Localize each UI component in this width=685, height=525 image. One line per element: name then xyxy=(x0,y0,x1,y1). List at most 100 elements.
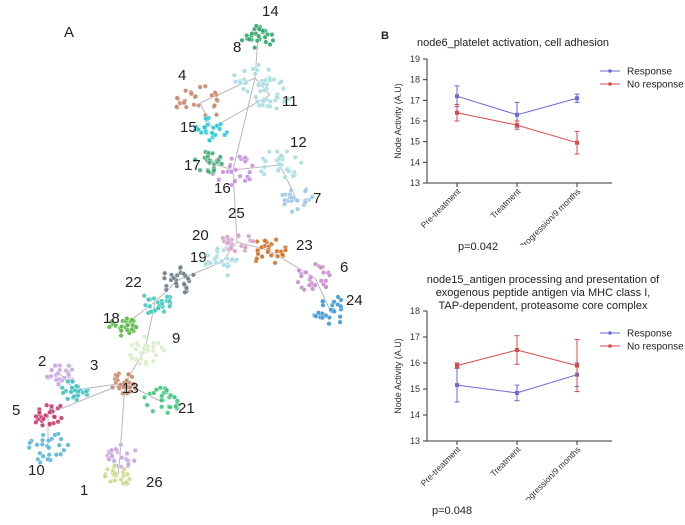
cluster-2 xyxy=(44,362,75,388)
cluster-node xyxy=(218,258,224,264)
cluster-node xyxy=(151,296,157,302)
cluster-node xyxy=(114,373,120,379)
cluster-node xyxy=(232,79,238,85)
y-tick-label: 16 xyxy=(410,116,420,126)
cluster-node xyxy=(57,362,63,368)
cluster-node xyxy=(108,447,114,453)
cluster-node xyxy=(158,397,164,403)
legend-marker-no-response xyxy=(608,344,612,348)
cluster-node xyxy=(124,316,130,322)
cluster-node xyxy=(52,432,58,438)
cluster-15 xyxy=(192,115,230,143)
cluster-node xyxy=(214,112,220,118)
cluster-node xyxy=(190,272,196,278)
cluster-node xyxy=(173,280,179,286)
y-tick-label: 17 xyxy=(410,95,420,105)
cluster-node xyxy=(237,79,243,85)
cluster-5 xyxy=(33,402,64,428)
cluster-network-graph: 12 34567891011121314151617181920212223242… xyxy=(12,3,363,499)
cluster-node xyxy=(286,96,292,102)
y-tick-label: 17 xyxy=(410,332,420,342)
cluster-3 xyxy=(59,378,90,403)
cluster-node xyxy=(137,361,143,367)
cluster-label-7: 7 xyxy=(313,190,321,207)
cluster-node xyxy=(60,390,66,396)
cluster-node xyxy=(53,377,59,383)
cluster-node xyxy=(150,408,156,414)
cluster-node xyxy=(217,154,223,160)
cluster-node xyxy=(63,368,69,374)
cluster-26 xyxy=(102,463,132,487)
cluster-node xyxy=(112,478,118,484)
cluster-node xyxy=(181,100,187,106)
cluster-node xyxy=(274,149,280,155)
cluster-node xyxy=(224,264,230,270)
cluster-node xyxy=(253,23,259,29)
cluster-node xyxy=(59,378,65,384)
cluster-node xyxy=(275,167,281,173)
cluster-node xyxy=(310,286,316,292)
cluster-17 xyxy=(192,149,225,175)
cluster-node xyxy=(205,168,211,174)
legend-label-no-response: No response xyxy=(627,342,684,353)
cluster-node xyxy=(83,389,89,395)
cluster-node xyxy=(150,340,156,346)
cluster-node xyxy=(44,374,50,380)
cluster-node xyxy=(132,447,138,453)
cluster-node xyxy=(109,318,115,324)
cluster-1 xyxy=(104,442,138,470)
cluster-11 xyxy=(253,77,292,111)
x-tick-label: Treatment xyxy=(488,186,523,221)
cluster-node xyxy=(231,72,237,78)
cluster-node xyxy=(141,293,147,299)
cluster-22 xyxy=(141,293,173,316)
cluster-node xyxy=(295,198,301,204)
cluster-node xyxy=(273,237,279,243)
cluster-node xyxy=(143,359,149,365)
cluster-node xyxy=(181,281,187,287)
cluster-node xyxy=(232,248,238,254)
network-edge xyxy=(232,77,256,171)
cluster-node xyxy=(212,90,218,96)
cluster-node xyxy=(302,199,308,205)
cluster-node xyxy=(249,163,255,169)
y-tick-label: 18 xyxy=(410,306,420,316)
cluster-label-13: 13 xyxy=(122,380,139,397)
cluster-node xyxy=(320,315,326,321)
cluster-node xyxy=(113,446,119,452)
cluster-node xyxy=(242,155,248,161)
cluster-node xyxy=(183,104,189,110)
cluster-node xyxy=(219,161,225,167)
cluster-node xyxy=(292,154,298,160)
data-point xyxy=(455,363,459,368)
cluster-node xyxy=(171,275,177,281)
cluster-node xyxy=(66,371,72,377)
cluster-node xyxy=(249,31,255,37)
cluster-node xyxy=(147,391,153,397)
cluster-node xyxy=(301,287,307,293)
cluster-node xyxy=(229,256,235,262)
cluster-label-10: 10 xyxy=(28,462,45,479)
cluster-node xyxy=(52,414,58,420)
chart1-title: node6_platelet activation, cell adhesion xyxy=(416,37,610,49)
cluster-node xyxy=(308,274,314,280)
cluster-node xyxy=(239,37,245,43)
y-tick-label: 15 xyxy=(410,137,420,147)
cluster-node xyxy=(240,86,246,92)
cluster-node xyxy=(232,178,238,184)
cluster-node xyxy=(244,33,250,39)
series-response xyxy=(454,362,580,403)
cluster-node xyxy=(109,453,115,459)
cluster-node xyxy=(205,252,211,258)
cluster-node xyxy=(274,105,280,111)
cluster-24 xyxy=(312,294,344,327)
cluster-node xyxy=(278,152,284,158)
cluster-node xyxy=(209,130,215,136)
y-axis-label: Node Activity (A.U) xyxy=(393,338,403,414)
cluster-node xyxy=(155,340,161,346)
cluster-label-1: 1 xyxy=(80,482,88,499)
series-no-response xyxy=(454,103,580,155)
cluster-node xyxy=(202,83,208,89)
chart2-title-line: TAP-dependent, proteasome core complex xyxy=(438,300,648,312)
cluster-node xyxy=(276,161,282,167)
